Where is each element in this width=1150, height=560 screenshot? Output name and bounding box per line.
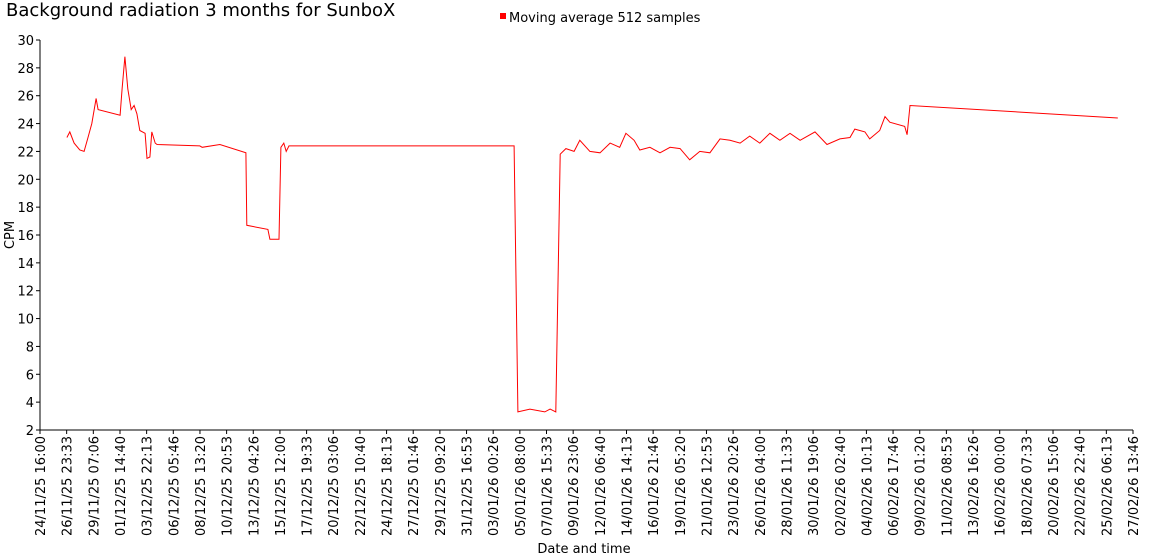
x-tick-label: 29/11/25 07:06 — [87, 436, 102, 536]
legend-label: Moving average 512 samples — [509, 11, 701, 26]
x-tick-label: 08/12/25 13:20 — [194, 436, 209, 536]
x-tick-label: 26/01/26 04:00 — [754, 436, 769, 536]
x-tick-label: 16/02/26 00:00 — [994, 436, 1009, 536]
x-tick-label: 14/01/26 14:13 — [620, 436, 635, 536]
y-tick-label: 30 — [17, 34, 34, 49]
x-tick-label: 13/12/25 04:26 — [247, 436, 262, 536]
y-tick-label: 2 — [26, 424, 34, 439]
x-tick-label: 13/02/26 16:26 — [967, 436, 982, 536]
x-tick-label: 22/02/26 22:40 — [1074, 436, 1089, 536]
x-tick-label: 25/02/26 06:13 — [1100, 436, 1115, 536]
x-tick-label: 21/01/26 12:53 — [700, 436, 715, 536]
x-tick-label: 22/12/25 10:40 — [354, 436, 369, 536]
x-tick-label: 09/02/26 01:20 — [914, 436, 929, 536]
y-tick-label: 4 — [26, 396, 34, 411]
x-tick-label: 04/02/26 10:13 — [860, 436, 875, 536]
data-line — [66, 56, 1118, 413]
x-tick-label: 02/02/26 02:40 — [834, 436, 849, 536]
x-tick-label: 16/01/26 21:46 — [647, 436, 662, 536]
x-tick-label: 01/12/25 14:40 — [114, 436, 129, 536]
x-tick-label: 12/01/26 06:40 — [594, 436, 609, 536]
y-tick-label: 26 — [17, 90, 34, 105]
y-tick-label: 18 — [17, 201, 34, 216]
x-tick-label: 09/01/26 23:06 — [567, 436, 582, 536]
x-tick-label: 05/01/26 08:00 — [514, 436, 529, 536]
x-tick-label: 11/02/26 08:53 — [940, 436, 955, 536]
x-tick-label: 10/12/25 20:53 — [221, 436, 236, 536]
x-tick-label: 31/12/25 16:53 — [461, 436, 476, 536]
x-tick-label: 24/11/25 16:00 — [34, 436, 49, 536]
y-tick-label: 22 — [17, 145, 34, 160]
x-tick-label: 18/02/26 07:33 — [1020, 436, 1035, 536]
y-axis-label: CPM — [3, 221, 18, 249]
y-tick-label: 10 — [17, 313, 34, 328]
y-tick-label: 20 — [17, 173, 34, 188]
x-tick-label: 29/12/25 09:20 — [434, 436, 449, 536]
x-tick-label: 30/01/26 19:06 — [807, 436, 822, 536]
x-tick-label: 03/01/26 00:26 — [487, 436, 502, 536]
y-tick-label: 14 — [17, 257, 34, 272]
x-tick-label: 17/12/25 19:33 — [301, 436, 316, 536]
x-tick-label: 06/02/26 17:46 — [887, 436, 902, 536]
y-tick-label: 24 — [17, 118, 34, 133]
x-tick-label: 03/12/25 22:13 — [141, 436, 156, 536]
x-tick-label: 28/01/26 11:33 — [780, 436, 795, 536]
legend-swatch — [500, 13, 506, 19]
x-tick-label: 07/01/26 15:33 — [541, 436, 556, 536]
x-tick-label: 23/01/26 20:26 — [727, 436, 742, 536]
y-tick-label: 12 — [17, 285, 34, 300]
x-tick-label: 20/12/25 03:06 — [327, 436, 342, 536]
y-tick-label: 28 — [17, 62, 34, 77]
x-tick-label: 06/12/25 05:46 — [167, 436, 182, 536]
x-tick-label: 27/12/25 01:46 — [407, 436, 422, 536]
x-tick-label: 20/02/26 15:06 — [1047, 436, 1062, 536]
x-axis-label: Date and time — [537, 542, 630, 557]
x-tick-label: 15/12/25 12:00 — [274, 436, 289, 536]
chart-title: Background radiation 3 months for SunboX — [6, 0, 395, 21]
x-tick-label: 26/11/25 23:33 — [61, 436, 76, 536]
y-tick-label: 8 — [26, 340, 34, 355]
y-tick-label: 6 — [26, 368, 34, 383]
y-tick-label: 16 — [17, 229, 34, 244]
x-tick-label: 19/01/26 05:20 — [674, 436, 689, 536]
x-tick-label: 27/02/26 13:46 — [1127, 436, 1142, 536]
x-tick-label: 24/12/25 18:13 — [381, 436, 396, 536]
